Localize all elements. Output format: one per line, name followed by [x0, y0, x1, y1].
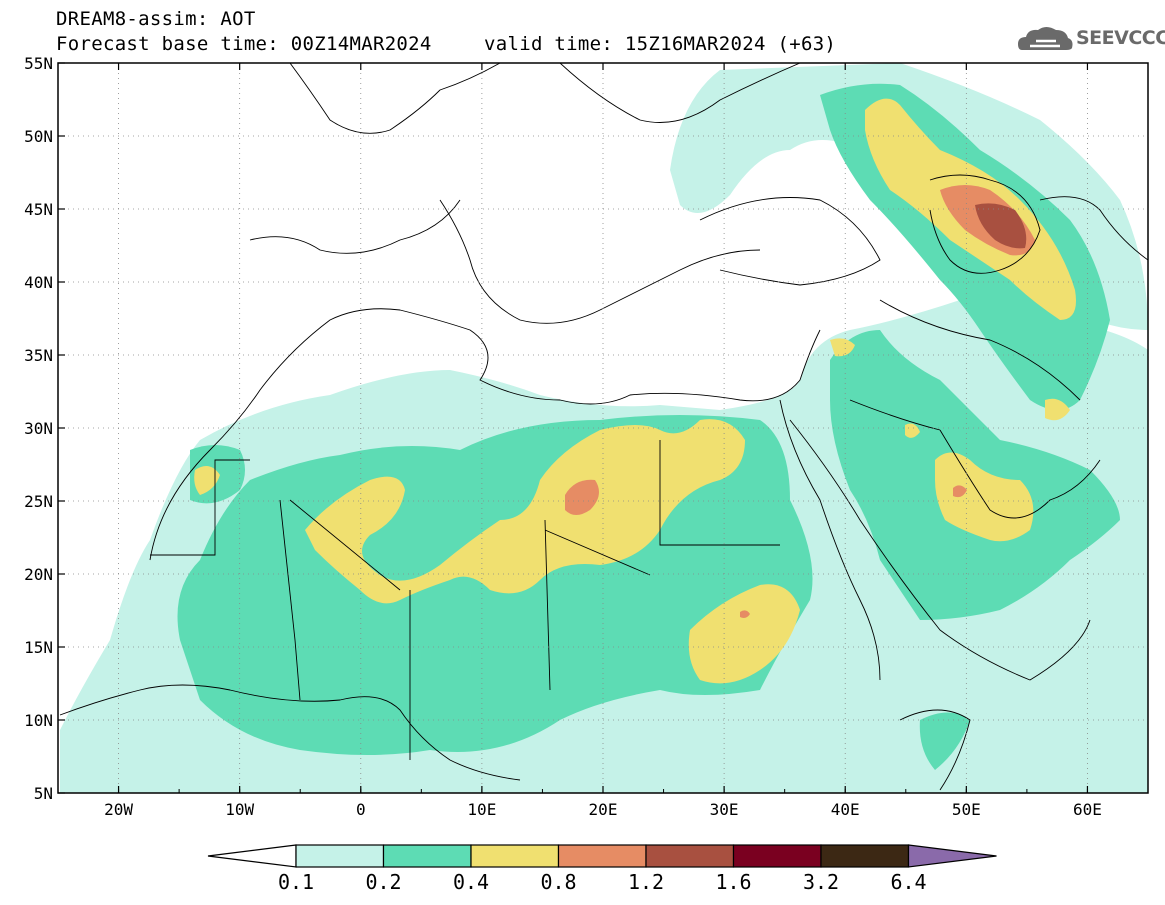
lon-label: 60E: [1073, 800, 1102, 819]
base-time-label: Forecast base time: 00Z14MAR2024: [56, 33, 432, 55]
lon-label: 0: [356, 800, 366, 819]
lat-label: 30N: [24, 419, 53, 438]
lat-label: 20N: [24, 565, 53, 584]
map-title: DREAM8-assim: AOT: [56, 8, 256, 30]
lat-label: 10N: [24, 711, 53, 730]
lon-label: 40E: [831, 800, 860, 819]
lat-label: 35N: [24, 346, 53, 365]
lon-label: 10W: [225, 800, 254, 819]
lat-label: 5N: [34, 784, 53, 803]
lat-label: 25N: [24, 492, 53, 511]
lon-label: 20W: [104, 800, 133, 819]
lat-label: 40N: [24, 273, 53, 292]
lat-label: 45N: [24, 200, 53, 219]
valid-time-label: valid time: 15Z16MAR2024 (+63): [484, 33, 837, 55]
lat-label: 50N: [24, 127, 53, 146]
lon-label: 30E: [710, 800, 739, 819]
aot-layer-05: [975, 203, 1027, 249]
map-frame: 55N 50N 45N 40N 35N 30N 25N 20N 15N 10N 5N 20W 10W 0 1…: [24, 54, 1149, 819]
logo-text: SEEVCCC: [1076, 27, 1165, 49]
lon-label: 50E: [952, 800, 981, 819]
cloud-icon: [1018, 27, 1073, 50]
lat-label: 55N: [24, 54, 53, 73]
lat-label: 15N: [24, 638, 53, 657]
lon-label: 10E: [467, 800, 496, 819]
lon-label: 20E: [589, 800, 618, 819]
